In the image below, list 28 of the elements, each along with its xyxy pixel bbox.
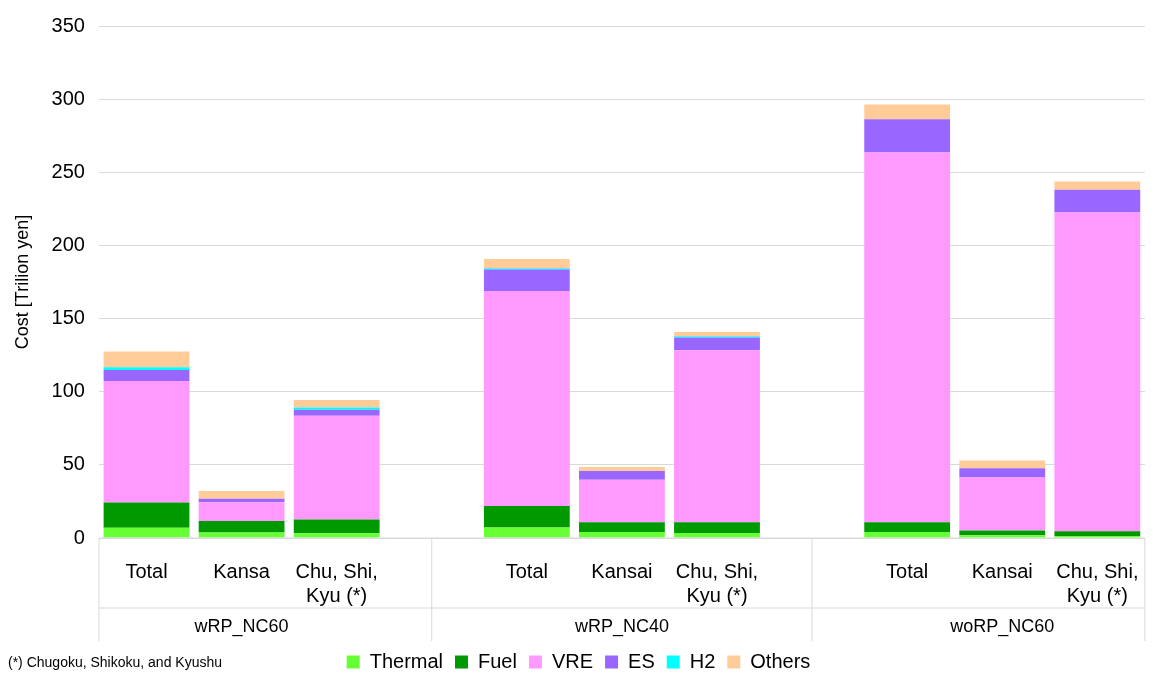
legend-label: Thermal <box>369 649 444 672</box>
y-tick-label: 50 <box>62 452 85 475</box>
legend-label: Others <box>750 649 811 672</box>
legend-label: VRE <box>551 649 594 672</box>
x-tick-label: Total <box>886 559 929 582</box>
text: wRP_NC60 <box>193 615 289 637</box>
x-tick-label: Kansai <box>591 559 653 582</box>
text: wRP_NC40 <box>573 615 669 637</box>
y-axis-title: Cost [Trilion yen] <box>11 214 32 350</box>
x-tick-label: Total <box>125 559 168 582</box>
y-tick-label: 100 <box>51 379 85 402</box>
x-tick-label: Chu, Shi, Kyu (*) <box>295 559 378 606</box>
x-tick-label: Kansai <box>971 559 1033 582</box>
y-tick-label: 0 <box>73 525 85 548</box>
y-tick-label: 300 <box>51 86 85 109</box>
y-tick-label: 150 <box>51 306 85 329</box>
legend-label: Fuel <box>478 649 517 672</box>
y-tick-label: 350 <box>51 13 85 36</box>
legend-label: H2 <box>689 649 716 672</box>
legend-label: ES <box>628 649 655 672</box>
x-tick-label: Kansa <box>213 559 271 582</box>
y-tick-label: 250 <box>51 159 85 182</box>
x-tick-label: Chu, Shi, Kyu (*) <box>675 559 759 606</box>
y-tick-label: 200 <box>51 232 85 255</box>
text: woRP_NC60 <box>949 615 1055 637</box>
x-tick-label: Total <box>505 559 548 582</box>
text: (*) Chugoku, Shikoku, and Kyushu <box>8 654 223 670</box>
x-tick-label: Chu, Shi, Kyu (*) <box>1056 559 1139 606</box>
